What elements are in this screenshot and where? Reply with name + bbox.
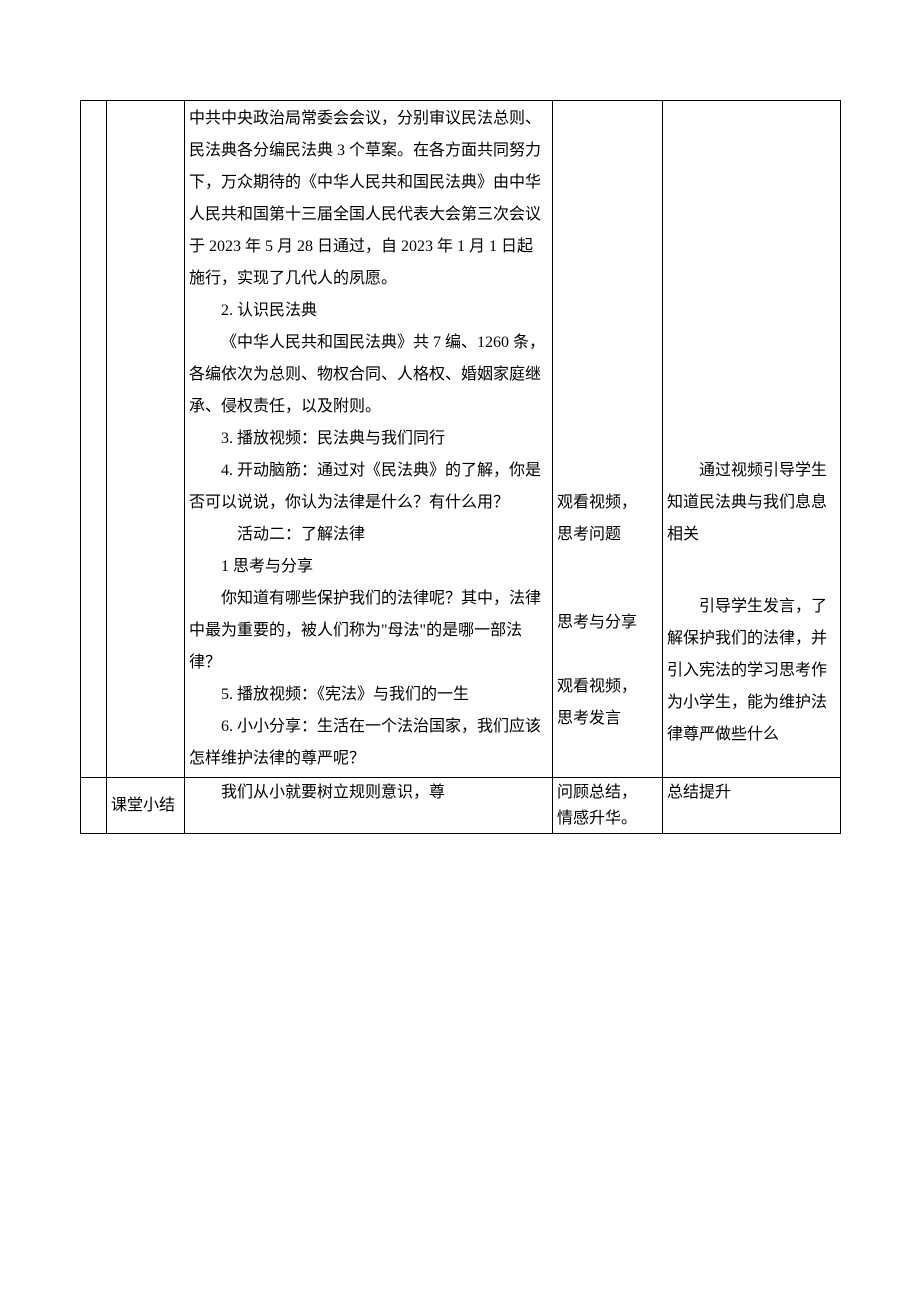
design-intent-group: 通过视频引导学生知道民法典与我们息息相关 (667, 103, 836, 551)
activity-text: 观看视频， (557, 487, 658, 519)
cell-r1-c0 (81, 101, 107, 778)
paragraph: 1 思考与分享 (189, 551, 548, 583)
summary-text: 我们从小就要树立规则意识，尊 (189, 780, 548, 806)
design-intent-group: 引导学生发言，了解保护我们的法律，并引入宪法的学习思考作为小学生，能为维护法律尊… (667, 551, 836, 751)
paragraph: 4. 开动脑筋：通过对《民法典》的了解，你是否可以说说，你认为法律是什么？有什么… (189, 455, 548, 519)
paragraph: 中共中央政治局常委会会议，分别审议民法总则、民法典各分编民法典 3 个草案。在各… (189, 103, 548, 295)
paragraph: 3. 播放视频：民法典与我们同行 (189, 423, 548, 455)
activity-text: 观看视频， (557, 671, 658, 703)
student-activity-group: 观看视频， 思考发言 (557, 639, 658, 735)
section-label: 课堂小结 (107, 778, 185, 834)
paragraph: 活动二：了解法律 (189, 519, 548, 551)
cell-r1-c4: 通过视频引导学生知道民法典与我们息息相关 引导学生发言，了解保护我们的法律，并引… (663, 101, 841, 778)
activity-text: 情感升华。 (557, 806, 658, 832)
student-activity-group: 思考与分享 (557, 551, 658, 639)
paragraph: 2. 认识民法典 (189, 295, 548, 327)
paragraph: 5. 播放视频：《宪法》与我们的一生 (189, 679, 548, 711)
cell-r2-c0 (81, 778, 107, 834)
intent-text: 引导学生发言，了解保护我们的法律，并引入宪法的学习思考作为小学生，能为维护法律尊… (667, 591, 836, 751)
activity-text: 思考问题 (557, 519, 658, 551)
activity-text: 思考发言 (557, 703, 658, 735)
document-page: 中共中央政治局常委会会议，分别审议民法总则、民法典各分编民法典 3 个草案。在各… (80, 100, 840, 834)
activity-text: 思考与分享 (557, 607, 658, 639)
cell-r2-c3: 问顾总结， 情感升华。 (553, 778, 663, 834)
cell-r1-c2: 中共中央政治局常委会会议，分别审议民法总则、民法典各分编民法典 3 个草案。在各… (185, 101, 553, 778)
table-row: 课堂小结 我们从小就要树立规则意识，尊 问顾总结， 情感升华。 总结提升 (81, 778, 841, 834)
cell-r2-c4: 总结提升 (663, 778, 841, 834)
paragraph: 6. 小小分享：生活在一个法治国家，我们应该怎样维护法律的尊严呢？ (189, 711, 548, 775)
paragraph: 《中华人民共和国民法典》共 7 编、1260 条，各编依次为总则、物权合同、人格… (189, 327, 548, 423)
student-activity-group: 观看视频， 思考问题 (557, 103, 658, 551)
paragraph: 你知道有哪些保护我们的法律呢？其中，法律中最为重要的，被人们称为"母法"的是哪一… (189, 583, 548, 679)
cell-r2-c2: 我们从小就要树立规则意识，尊 (185, 778, 553, 834)
lesson-table: 中共中央政治局常委会会议，分别审议民法总则、民法典各分编民法典 3 个草案。在各… (80, 100, 841, 834)
intent-text: 通过视频引导学生知道民法典与我们息息相关 (667, 455, 836, 551)
table-row: 中共中央政治局常委会会议，分别审议民法总则、民法典各分编民法典 3 个草案。在各… (81, 101, 841, 778)
cell-r1-c3: 观看视频， 思考问题 思考与分享 观看视频， 思考发言 (553, 101, 663, 778)
activity-text: 问顾总结， (557, 780, 658, 806)
cell-r1-c1 (107, 101, 185, 778)
